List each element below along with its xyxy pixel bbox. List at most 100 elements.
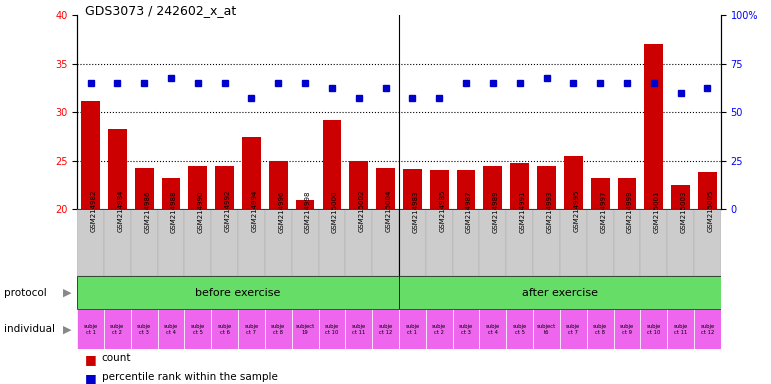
Text: GSM214994: GSM214994 bbox=[251, 190, 258, 232]
Text: GSM215004: GSM215004 bbox=[386, 190, 392, 232]
Text: GSM214987: GSM214987 bbox=[466, 190, 472, 233]
Bar bbox=[215, 166, 234, 209]
Bar bbox=[296, 200, 315, 209]
Bar bbox=[372, 209, 399, 276]
Text: subje
ct 3: subje ct 3 bbox=[137, 324, 151, 335]
Text: subject
t6: subject t6 bbox=[537, 324, 556, 335]
Text: subje
ct 12: subje ct 12 bbox=[700, 324, 715, 335]
Bar bbox=[291, 309, 318, 349]
Bar bbox=[480, 309, 507, 349]
Text: ■: ■ bbox=[85, 372, 96, 384]
Text: GSM214991: GSM214991 bbox=[520, 190, 526, 233]
Text: percentile rank within the sample: percentile rank within the sample bbox=[102, 372, 278, 382]
Bar bbox=[480, 209, 507, 276]
Bar bbox=[399, 309, 426, 349]
Text: GSM215000: GSM215000 bbox=[332, 190, 338, 233]
Text: GSM215005: GSM215005 bbox=[708, 190, 713, 232]
Bar bbox=[672, 185, 690, 209]
Bar bbox=[564, 156, 583, 209]
Text: subject
19: subject 19 bbox=[295, 324, 315, 335]
Bar bbox=[318, 309, 345, 349]
Bar bbox=[157, 309, 184, 349]
Text: GSM214996: GSM214996 bbox=[278, 190, 284, 233]
Bar bbox=[322, 120, 342, 209]
Bar bbox=[430, 170, 449, 209]
Bar bbox=[131, 209, 157, 276]
Text: subje
ct 12: subje ct 12 bbox=[379, 324, 392, 335]
Text: subje
ct 2: subje ct 2 bbox=[432, 324, 446, 335]
Text: GSM214988: GSM214988 bbox=[171, 190, 177, 233]
Text: GSM214995: GSM214995 bbox=[574, 190, 579, 232]
Text: subje
ct 1: subje ct 1 bbox=[83, 324, 98, 335]
Text: GSM214990: GSM214990 bbox=[198, 190, 204, 233]
Bar bbox=[104, 209, 131, 276]
Bar bbox=[269, 161, 288, 209]
Bar bbox=[265, 209, 291, 276]
Bar bbox=[399, 209, 426, 276]
Bar bbox=[426, 209, 453, 276]
Text: GSM214989: GSM214989 bbox=[493, 190, 499, 233]
Bar bbox=[238, 309, 265, 349]
Bar bbox=[104, 309, 131, 349]
Bar bbox=[507, 309, 533, 349]
Bar bbox=[399, 276, 721, 309]
Bar bbox=[77, 309, 104, 349]
Bar bbox=[81, 101, 100, 209]
Text: subje
ct 8: subje ct 8 bbox=[271, 324, 285, 335]
Bar bbox=[135, 167, 153, 209]
Text: subje
ct 7: subje ct 7 bbox=[244, 324, 258, 335]
Text: GSM214984: GSM214984 bbox=[117, 190, 123, 232]
Bar bbox=[587, 209, 614, 276]
Bar bbox=[108, 129, 126, 209]
Text: count: count bbox=[102, 353, 131, 363]
Text: GSM214998: GSM214998 bbox=[305, 190, 311, 233]
Bar bbox=[211, 209, 238, 276]
Text: GSM214983: GSM214983 bbox=[412, 190, 419, 233]
Text: subje
ct 4: subje ct 4 bbox=[486, 324, 500, 335]
Bar bbox=[349, 161, 368, 209]
Text: subje
ct 4: subje ct 4 bbox=[164, 324, 178, 335]
Bar bbox=[694, 209, 721, 276]
Bar bbox=[510, 163, 529, 209]
Bar bbox=[211, 309, 238, 349]
Text: ■: ■ bbox=[85, 353, 96, 366]
Text: protocol: protocol bbox=[4, 288, 46, 298]
Bar bbox=[483, 166, 502, 209]
Bar bbox=[641, 209, 667, 276]
Text: GSM214985: GSM214985 bbox=[439, 190, 445, 232]
Text: GSM214993: GSM214993 bbox=[547, 190, 553, 233]
Bar bbox=[345, 309, 372, 349]
Text: ▶: ▶ bbox=[63, 324, 72, 334]
Text: GSM214986: GSM214986 bbox=[144, 190, 150, 233]
Text: GSM215001: GSM215001 bbox=[654, 190, 660, 233]
Bar bbox=[587, 309, 614, 349]
Text: GSM214999: GSM214999 bbox=[627, 190, 633, 233]
Text: subje
ct 11: subje ct 11 bbox=[674, 324, 688, 335]
Bar bbox=[184, 209, 211, 276]
Bar bbox=[77, 209, 104, 276]
Bar bbox=[667, 209, 694, 276]
Bar bbox=[618, 178, 636, 209]
Bar bbox=[694, 309, 721, 349]
Text: subje
ct 6: subje ct 6 bbox=[217, 324, 232, 335]
Bar bbox=[698, 172, 717, 209]
Bar bbox=[591, 178, 610, 209]
Text: subje
ct 9: subje ct 9 bbox=[620, 324, 634, 335]
Bar bbox=[453, 309, 480, 349]
Bar bbox=[453, 209, 480, 276]
Bar bbox=[184, 309, 211, 349]
Bar bbox=[456, 170, 476, 209]
Text: GSM214992: GSM214992 bbox=[224, 190, 231, 232]
Text: subje
ct 1: subje ct 1 bbox=[406, 324, 419, 335]
Text: subje
ct 11: subje ct 11 bbox=[352, 324, 366, 335]
Bar bbox=[560, 209, 587, 276]
Bar bbox=[265, 309, 291, 349]
Bar bbox=[560, 309, 587, 349]
Bar bbox=[238, 209, 265, 276]
Text: before exercise: before exercise bbox=[195, 288, 281, 298]
Bar bbox=[318, 209, 345, 276]
Text: after exercise: after exercise bbox=[522, 288, 598, 298]
Text: GSM214982: GSM214982 bbox=[90, 190, 96, 232]
Bar bbox=[162, 178, 180, 209]
Text: GSM214997: GSM214997 bbox=[600, 190, 606, 233]
